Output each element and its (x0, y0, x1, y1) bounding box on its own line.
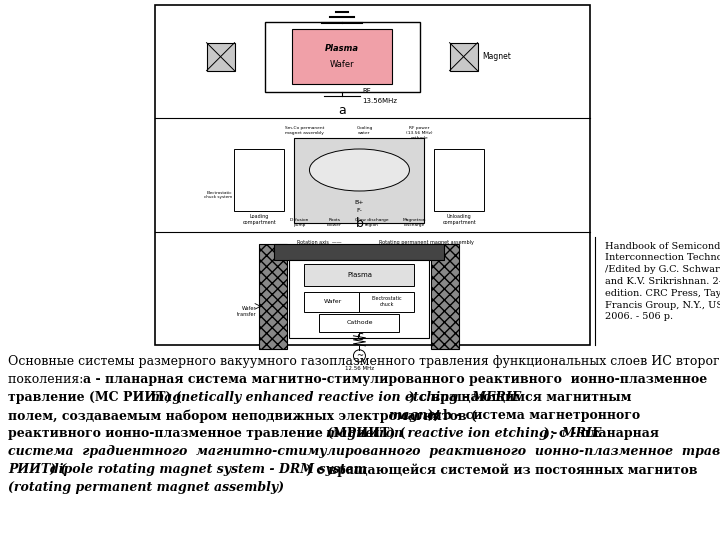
Text: ); b - система магнетронного: ); b - система магнетронного (428, 409, 640, 422)
Text: Wafer: Wafer (330, 60, 354, 69)
Text: система  градиентного  магнитно-стимулированного  реактивного  ионно-плазменное : система градиентного магнитно-стимулиров… (8, 445, 720, 458)
Text: реактивного ионно-плазменное травление (МРИИТ) (: реактивного ионно-плазменное травление (… (8, 427, 405, 440)
Bar (289, 260, 429, 338)
Text: Sm-Co permanent
magnet assembly: Sm-Co permanent magnet assembly (285, 126, 324, 135)
Text: magnetron reactive ion etching - MRIE: magnetron reactive ion etching - MRIE (326, 427, 601, 440)
Text: Основные системы размерного вакуумного газоплазменного травления функциональных : Основные системы размерного вакуумного г… (8, 355, 720, 368)
Text: ) с вращающимся магнитным: ) с вращающимся магнитным (409, 391, 631, 404)
Text: Magnetron
discharge: Magnetron discharge (402, 218, 426, 227)
Text: dipole rotating magnet system - DRM system: dipole rotating magnet system - DRM syst… (50, 463, 366, 476)
Text: Plasma: Plasma (347, 272, 372, 278)
Text: ) с вращающейся системой из постоянных магнитов: ) с вращающейся системой из постоянных м… (306, 463, 698, 477)
Text: Glow discharge
region: Glow discharge region (355, 218, 388, 227)
Bar (274, 244, 444, 260)
Text: а - планарная система магнитно-стимулированного реактивного  ионно-плазменное: а - планарная система магнитно-стимулиро… (83, 373, 707, 386)
Bar (305, 292, 359, 312)
Text: РИИТ) (: РИИТ) ( (8, 463, 66, 476)
Text: Unloading
compartment: Unloading compartment (443, 214, 477, 225)
Bar (320, 314, 400, 332)
Bar (434, 149, 485, 211)
Text: Diffusion
pump: Diffusion pump (289, 218, 309, 227)
Text: (rotating permanent magnet assembly): (rotating permanent magnet assembly) (8, 481, 284, 494)
Bar (294, 138, 425, 222)
Text: Handbook of Semiconductor
Interconnection Technology.
/Edited by G.C. Schwartz
a: Handbook of Semiconductor Interconnectio… (605, 242, 720, 321)
Bar (292, 29, 392, 84)
Text: Magnet: Magnet (482, 52, 511, 61)
Bar (359, 292, 415, 312)
Text: 12.56 MHz: 12.56 MHz (345, 366, 374, 371)
Text: полем, создаваемым набором неподвижных электромагнитов (: полем, создаваемым набором неподвижных э… (8, 409, 477, 422)
Bar (431, 244, 459, 349)
Bar (305, 264, 415, 286)
Bar (235, 149, 284, 211)
Text: magnet: magnet (388, 409, 441, 422)
Text: RF: RF (362, 89, 371, 94)
Text: Cathode: Cathode (346, 320, 373, 325)
Text: b: b (356, 217, 364, 230)
Bar (207, 43, 235, 71)
Text: Electrostatic
chuck system: Electrostatic chuck system (204, 191, 233, 199)
Ellipse shape (310, 149, 410, 191)
Text: поколения:: поколения: (8, 373, 91, 386)
Text: Wafer
transfer: Wafer transfer (237, 306, 256, 317)
Text: Cooling
water: Cooling water (356, 126, 373, 135)
Text: F-: F- (356, 207, 362, 213)
Text: Loading
compartment: Loading compartment (243, 214, 276, 225)
Text: Plasma: Plasma (325, 44, 359, 53)
Bar (264, 22, 420, 92)
Text: c: c (356, 330, 363, 343)
Text: Wafer: Wafer (323, 299, 341, 305)
Text: RF power
(13.56 MHz)
cathode: RF power (13.56 MHz) cathode (406, 126, 433, 139)
Text: Rotating permanent magnet assembly: Rotating permanent magnet assembly (379, 240, 474, 245)
Text: Electrostatic
chuck: Electrostatic chuck (371, 296, 402, 307)
Text: Roots
blower: Roots blower (327, 218, 342, 227)
Text: 13.56MHz: 13.56MHz (362, 98, 397, 104)
Text: ); с - планарная: ); с - планарная (544, 427, 659, 440)
Text: B+: B+ (355, 199, 364, 205)
Bar (449, 43, 477, 71)
Text: травление (МС РИИТ) (: травление (МС РИИТ) ( (8, 391, 181, 404)
Text: a: a (338, 104, 346, 117)
Text: Rotation axis  ——: Rotation axis —— (297, 240, 342, 245)
Text: ~: ~ (356, 352, 363, 360)
Text: magnetically enhanced reactive ion etching - MERIE: magnetically enhanced reactive ion etchi… (151, 391, 521, 404)
Bar (259, 244, 287, 349)
Bar (155, 5, 590, 345)
